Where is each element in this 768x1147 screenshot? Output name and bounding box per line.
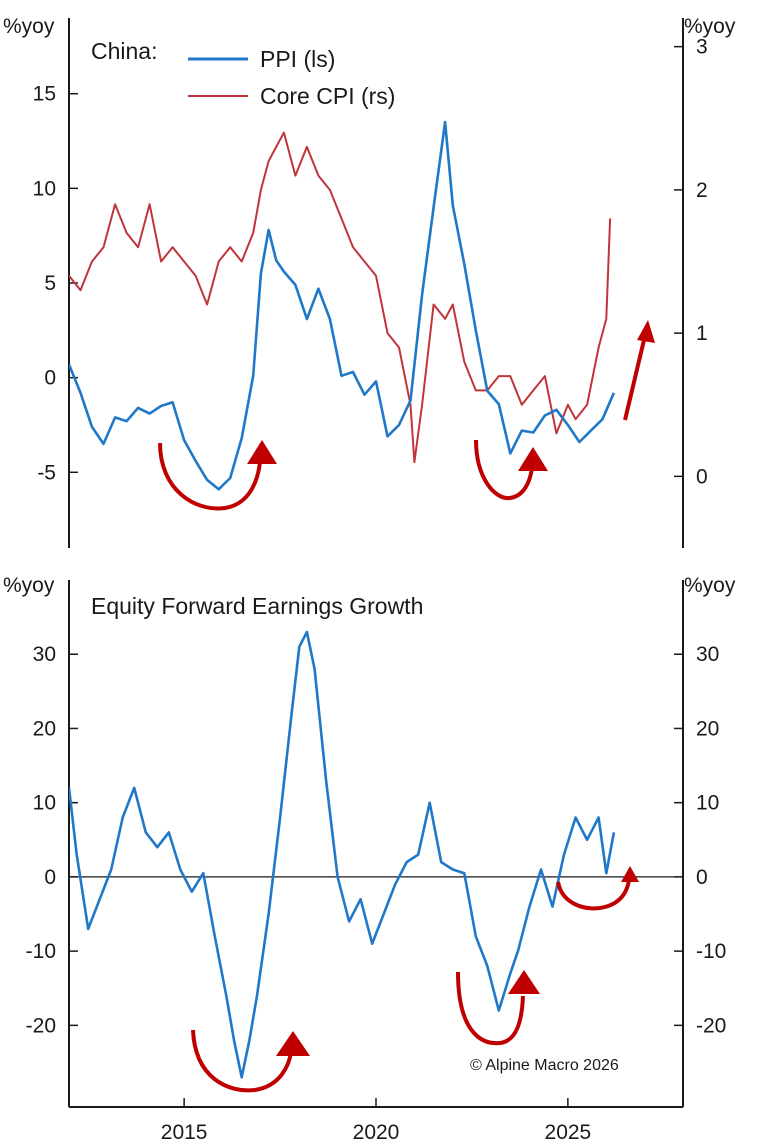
top-chart-title: China: [91,38,157,64]
core-cpi-series-line [69,131,612,464]
x-tick-label: 2020 [353,1121,400,1144]
top-left-tick-label: -5 [37,461,56,484]
bottom-right-tick-label: -20 [696,1014,726,1037]
upturn-arrow-2016-bottom [191,1029,310,1093]
x-tick-label: 2015 [161,1121,208,1144]
ppi-series-line [69,120,616,491]
bottom-right-tick-label: -10 [696,940,726,963]
top-left-tick-label: 0 [44,367,56,390]
upturn-arrow-2016 [158,440,277,511]
bottom-right-ticks: 30 20 10 0 -10 -20 [674,643,726,1037]
top-right-ticks: 3 2 1 0 [674,36,708,488]
bottom-right-tick-label: 0 [696,866,708,889]
bottom-left-tick-label: 10 [33,792,56,815]
top-left-tick-label: 5 [44,272,56,295]
top-right-tick-label: 0 [696,465,708,488]
top-left-tick-label: 15 [33,83,56,106]
top-left-ticks: 15 10 5 0 -5 [33,83,78,484]
top-left-tick-label: 10 [33,177,56,200]
bottom-chart-title: Equity Forward Earnings Growth [91,593,423,619]
upturn-arrow-2023-bottom [456,970,540,1046]
x-tick-label: 2025 [545,1121,592,1144]
top-left-unit-label: %yoy [3,15,55,38]
top-right-unit-label: %yoy [684,15,736,38]
copyright-credit: © Alpine Macro 2026 [470,1057,619,1074]
top-right-tick-label: 3 [696,36,708,59]
bottom-right-tick-label: 20 [696,717,719,740]
bottom-left-unit-label: %yoy [3,574,55,597]
top-right-tick-label: 1 [696,322,708,345]
legend: PPI (ls) Core CPI (rs) [188,46,395,109]
earnings-series-line [69,630,616,1079]
legend-ppi-label: PPI (ls) [260,46,335,72]
bottom-left-tick-label: 20 [33,717,56,740]
bottom-left-tick-label: 0 [44,866,56,889]
upturn-arrow-2023 [474,439,548,501]
bottom-left-tick-label: -20 [26,1014,56,1037]
legend-core-cpi-label: Core CPI (rs) [260,83,395,109]
top-right-tick-label: 2 [696,179,708,202]
bottom-right-tick-label: 10 [696,792,719,815]
upturn-arrow-2025-bottom [556,866,639,911]
bottom-left-tick-label: 30 [33,643,56,666]
x-ticks: 2015 2020 2025 [161,1098,591,1144]
rising-arrow-2026 [623,320,655,421]
bottom-left-tick-label: -10 [26,940,56,963]
bottom-right-unit-label: %yoy [684,574,736,597]
bottom-right-tick-label: 30 [696,643,719,666]
bottom-left-ticks: 30 20 10 0 -10 -20 [26,643,78,1037]
bottom-panel: %yoy %yoy 30 20 10 0 -10 -20 30 20 10 0 -10 -20 20… [3,574,736,1144]
